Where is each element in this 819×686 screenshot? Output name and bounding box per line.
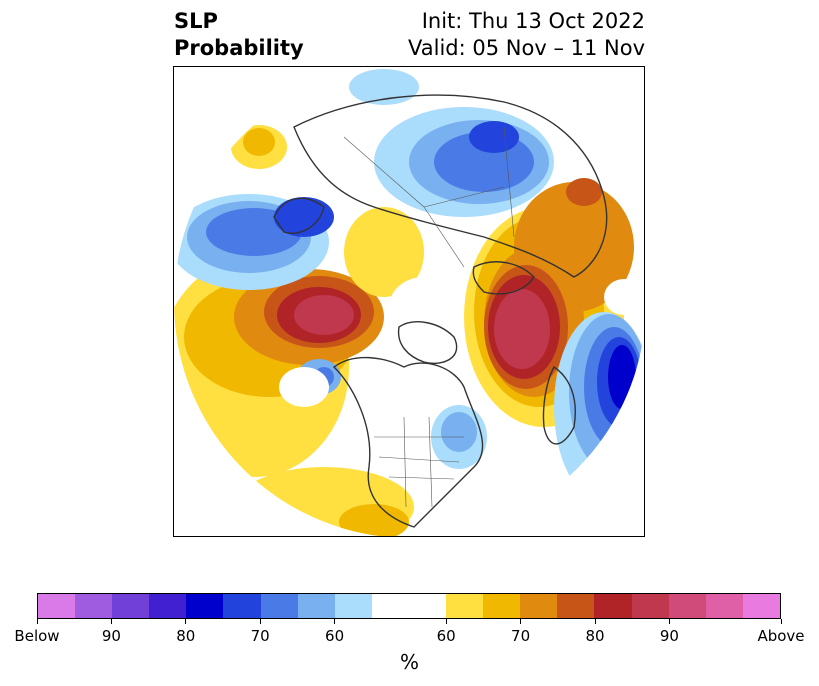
colorbar-below-5 (186, 594, 224, 618)
colorbar-tick-mark (445, 619, 447, 624)
colorbar-below-2 (75, 594, 113, 618)
colorbar-tick-mark (334, 619, 336, 624)
colorbar-below-8 (297, 594, 335, 618)
colorbar-tick-label: 60 (436, 627, 456, 645)
colorbar-tick-label: 70 (250, 627, 270, 645)
anomaly-below-arctic (349, 69, 554, 217)
colorbar-tick-mark (36, 619, 38, 624)
colorbar-tick-label: 90 (101, 627, 121, 645)
title-variable: SLP (174, 9, 218, 33)
colorbar-below-6 (223, 594, 261, 618)
colorbar-below-3 (112, 594, 150, 618)
chart-title-right: Init: Thu 13 Oct 2022 Valid: 05 Nov – 11… (408, 8, 645, 62)
anomaly-below-nw-pacific (174, 194, 341, 395)
colorbar-tick-label: 80 (585, 627, 605, 645)
borders (343, 126, 515, 508)
init-date: Init: Thu 13 Oct 2022 (421, 9, 645, 33)
colorbar-below-4 (149, 594, 187, 618)
colorbar-tick-mark (259, 619, 261, 624)
colorbar-tick-label: 70 (511, 627, 531, 645)
neutral-pacific (279, 367, 329, 407)
valid-range: Valid: 05 Nov – 11 Nov (408, 36, 645, 60)
colorbar-above-4 (557, 594, 595, 618)
colorbar-below-7 (260, 594, 298, 618)
colorbar-above-9 (742, 594, 780, 618)
colorbar-above-8 (705, 594, 743, 618)
colorbar-tick-label: Above (757, 627, 805, 645)
colorbar-units: % (399, 650, 419, 674)
probability-field (174, 69, 644, 536)
colorbar-tick-mark (668, 619, 670, 624)
colorbar-tick-label: 80 (176, 627, 196, 645)
colorbar-tick-mark (110, 619, 112, 624)
colorbar-tick-mark (594, 619, 596, 624)
colorbar-above-2 (483, 594, 521, 618)
colorbar-tick-label: Below (14, 627, 60, 645)
colorbar-neutral (371, 594, 447, 618)
chart-title-left: SLP Probability (174, 8, 304, 62)
colorbar-tick-mark (520, 619, 522, 624)
coastlines (273, 94, 608, 528)
title-type: Probability (174, 36, 304, 60)
neutral-arctic (389, 277, 459, 337)
colorbar-tick-label: 90 (659, 627, 679, 645)
colorbar-above-7 (668, 594, 706, 618)
colorbar-tick-mark (780, 619, 782, 624)
colorbar-above-1 (446, 594, 484, 618)
colorbar-below-1 (38, 594, 76, 618)
colorbar-tick-mark (185, 619, 187, 624)
colorbar-above-3 (520, 594, 558, 618)
map-canvas (174, 67, 644, 536)
colorbar-above-5 (594, 594, 632, 618)
polar-map (173, 66, 645, 537)
colorbar-above-6 (631, 594, 669, 618)
colorbar (37, 593, 781, 619)
colorbar-below-9 (334, 594, 372, 618)
colorbar-tick-label: 60 (325, 627, 345, 645)
